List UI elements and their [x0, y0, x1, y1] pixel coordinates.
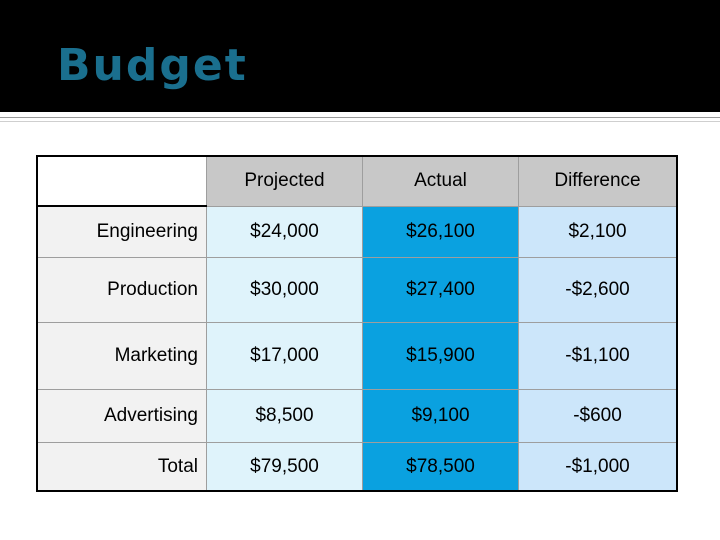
- row-label: Engineering: [36, 205, 207, 258]
- table-row: Marketing $17,000 $15,900 -$1,100: [36, 322, 678, 390]
- corner-cell: [37, 156, 207, 207]
- difference-cell: $2,100: [518, 205, 678, 258]
- title-bar: Budget: [0, 0, 720, 112]
- table-row: Engineering $24,000 $26,100 $2,100: [36, 205, 678, 258]
- row-label: Advertising: [36, 389, 207, 443]
- projected-cell: $79,500: [206, 442, 363, 492]
- row-label: Marketing: [36, 322, 207, 390]
- slide-title: Budget: [57, 40, 248, 91]
- table-header-row: Projected Actual Difference: [37, 155, 678, 207]
- row-label: Total: [36, 442, 207, 492]
- difference-cell: -$600: [518, 389, 678, 443]
- difference-cell: -$1,000: [518, 442, 678, 492]
- actual-cell: $9,100: [362, 389, 519, 443]
- projected-cell: $17,000: [206, 322, 363, 390]
- actual-cell: $78,500: [362, 442, 519, 492]
- divider-line: [0, 121, 720, 122]
- projected-cell: $8,500: [206, 389, 363, 443]
- difference-cell: -$2,600: [518, 257, 678, 323]
- actual-cell: $15,900: [362, 322, 519, 390]
- projected-cell: $24,000: [206, 205, 363, 258]
- column-header-projected: Projected: [206, 155, 363, 207]
- row-label: Production: [36, 257, 207, 323]
- table-row: Advertising $8,500 $9,100 -$600: [36, 389, 678, 443]
- divider-line: [0, 117, 720, 118]
- table-row-total: Total $79,500 $78,500 -$1,000: [36, 442, 678, 492]
- actual-cell: $26,100: [362, 205, 519, 258]
- difference-cell: -$1,100: [518, 322, 678, 390]
- budget-table: Projected Actual Difference Engineering …: [36, 155, 678, 492]
- column-header-actual: Actual: [362, 155, 519, 207]
- table-row: Production $30,000 $27,400 -$2,600: [36, 257, 678, 323]
- column-header-difference: Difference: [518, 155, 678, 207]
- projected-cell: $30,000: [206, 257, 363, 323]
- actual-cell: $27,400: [362, 257, 519, 323]
